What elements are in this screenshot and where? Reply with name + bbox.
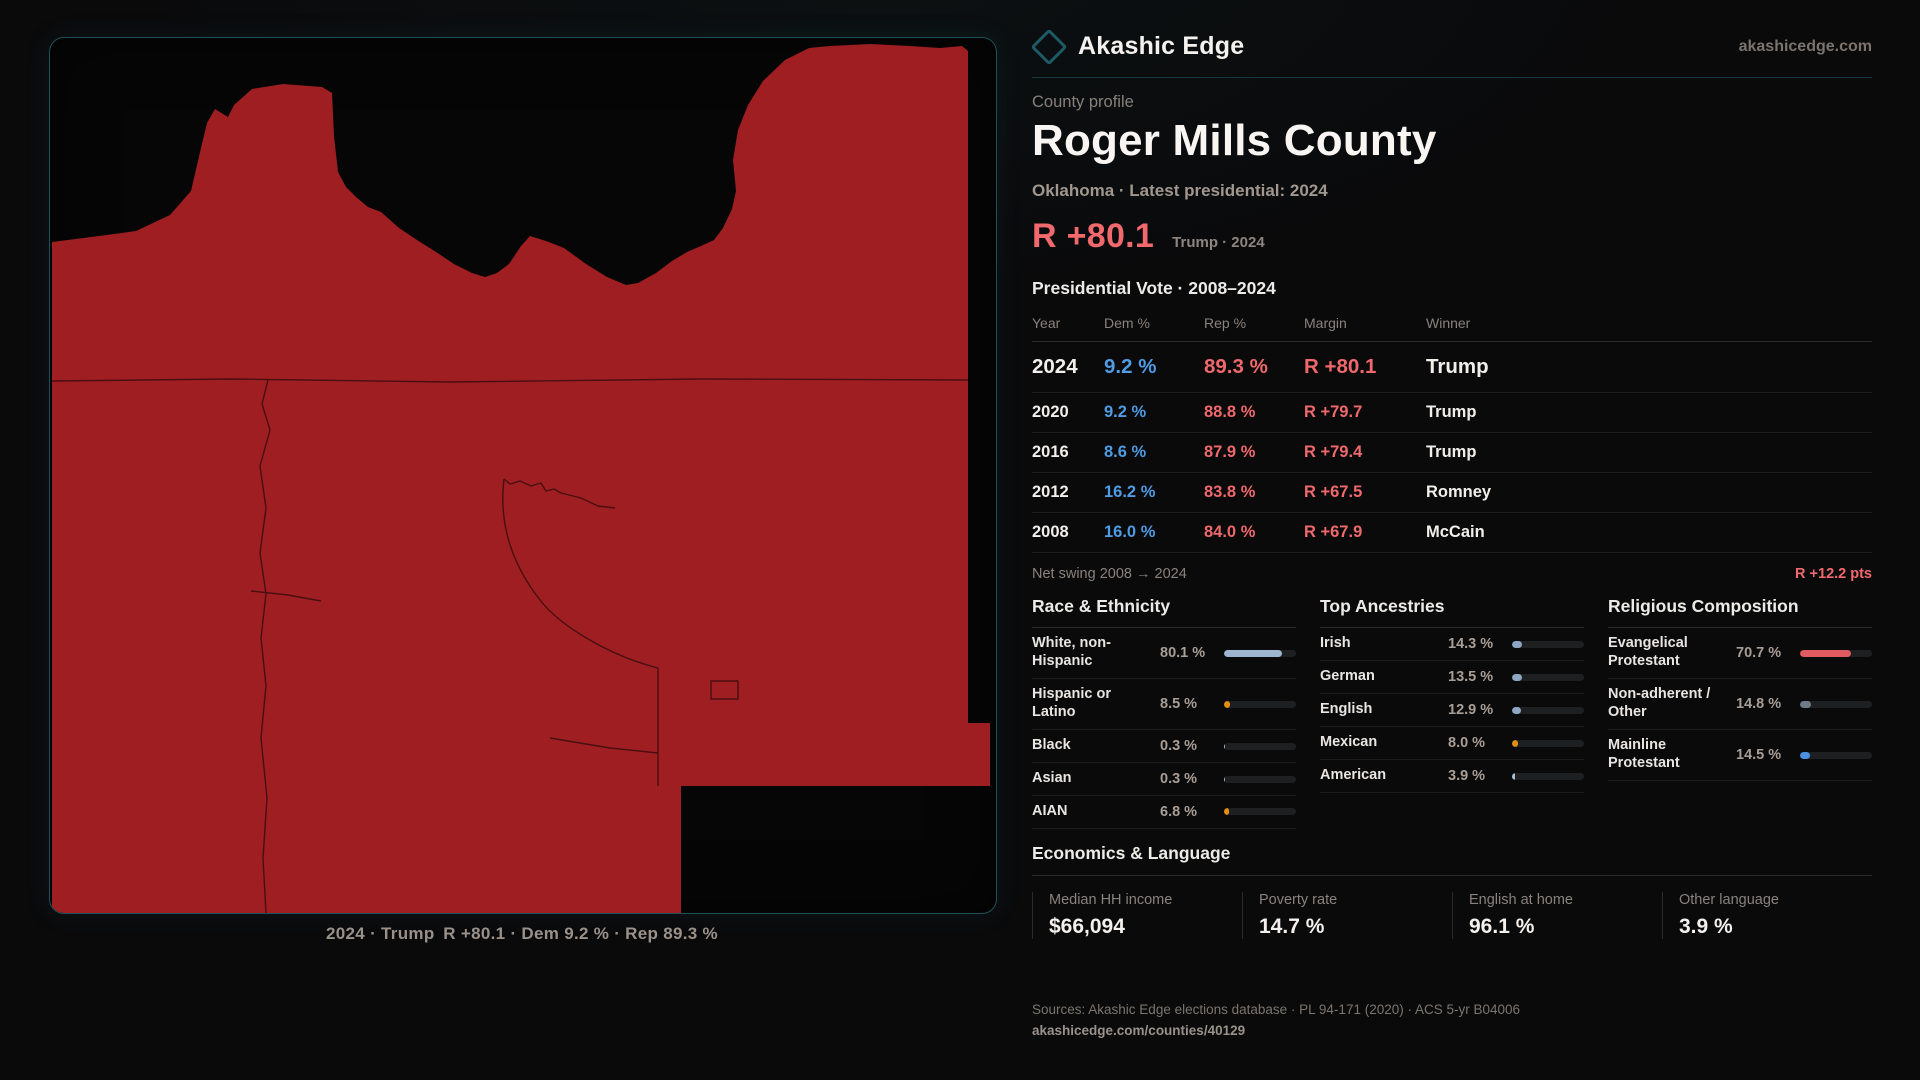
- margin-note: Trump · 2024: [1172, 234, 1265, 252]
- demo-bar: [1224, 808, 1296, 816]
- table-row: 2012 16.2 % 83.8 % R +67.5 Romney: [1032, 473, 1872, 514]
- demo-bar: [1512, 673, 1584, 681]
- stat-median-hh-income: Median HH income $66,094: [1032, 891, 1242, 939]
- table-row: 2024 9.2 % 89.3 % R +80.1 Trump: [1032, 342, 1872, 394]
- margin-value: R +80.1: [1032, 217, 1155, 256]
- table-row: 2008 16.0 % 84.0 % R +67.9 McCain: [1032, 513, 1872, 554]
- demo-row: White, non-Hispanic 80.1 %: [1032, 628, 1296, 680]
- county-subtitle: Oklahoma · Latest presidential: 2024: [1032, 181, 1328, 201]
- footer: Sources: Akashic Edge elections database…: [1032, 1002, 1872, 1038]
- col-rep: Rep %: [1204, 315, 1247, 332]
- stat-english-at-home: English at home 96.1 %: [1452, 891, 1662, 939]
- county-map-svg: [51, 44, 990, 913]
- demographics: Race & Ethnicity White, non-Hispanic 80.…: [1032, 596, 1872, 829]
- demo-bar: [1224, 700, 1296, 708]
- demo-bar: [1800, 649, 1872, 657]
- demo-row: Evangelical Protestant 70.7 %: [1608, 628, 1872, 680]
- demo-row: Non-adherent / Other 14.8 %: [1608, 679, 1872, 731]
- vote-table: Year Dem % Rep % Margin Winner 2024 9.2 …: [1032, 309, 1872, 554]
- section-title: Race & Ethnicity: [1032, 596, 1296, 629]
- col-margin: Margin: [1304, 315, 1347, 332]
- vote-table-title: Presidential Vote · 2008–2024: [1032, 278, 1276, 299]
- table-row: 2020 9.2 % 88.8 % R +79.7 Trump: [1032, 393, 1872, 434]
- section-race-ethnicity: Race & Ethnicity White, non-Hispanic 80.…: [1032, 596, 1296, 829]
- demo-bar: [1224, 742, 1296, 750]
- demo-bar: [1512, 706, 1584, 714]
- header: Akashic Edge akashicedge.com: [1030, 0, 1872, 78]
- demo-bar: [1800, 751, 1872, 759]
- site-domain-link[interactable]: akashicedge.com: [1738, 37, 1872, 55]
- demo-row: Black 0.3 %: [1032, 730, 1296, 764]
- profile-panel: Akashic Edge akashicedge.com County prof…: [1030, 0, 1872, 939]
- demo-row: Asian 0.3 %: [1032, 763, 1296, 796]
- economics-stats: Median HH income $66,094 Poverty rate 14…: [1032, 891, 1872, 939]
- table-row: 2016 8.6 % 87.9 % R +79.4 Trump: [1032, 433, 1872, 474]
- brand-name: Akashic Edge: [1078, 32, 1245, 60]
- margin-headline: R +80.1 Trump · 2024: [1032, 217, 1872, 256]
- demo-bar: [1512, 772, 1584, 780]
- economics-title: Economics & Language: [1032, 843, 1872, 876]
- net-swing-value: R +12.2 pts: [1795, 566, 1872, 583]
- section-title: Top Ancestries: [1320, 596, 1584, 629]
- demo-bar: [1800, 700, 1872, 708]
- section-title: Religious Composition: [1608, 596, 1872, 629]
- demo-row: AIAN 6.8 %: [1032, 796, 1296, 829]
- demo-bar: [1224, 649, 1296, 657]
- kicker: County profile: [1032, 93, 1134, 111]
- demo-row: American 3.9 %: [1320, 760, 1584, 794]
- vote-table-header: Year Dem % Rep % Margin Winner: [1032, 309, 1872, 343]
- col-year: Year: [1032, 315, 1061, 332]
- permalink-link[interactable]: akashicedge.com/counties/40129: [1032, 1023, 1246, 1038]
- economics-section: Economics & Language Median HH income $6…: [1032, 843, 1872, 939]
- map-caption: 2024 · Trump R +80.1 · Dem 9.2 % · Rep 8…: [326, 924, 718, 943]
- col-dem: Dem %: [1104, 315, 1150, 332]
- demo-bar: [1512, 640, 1584, 648]
- county-shape: [52, 44, 990, 913]
- sources-line: Sources: Akashic Edge elections database…: [1032, 1002, 1521, 1017]
- precinct-boundaries: [51, 378, 969, 913]
- section-top-ancestries: Top Ancestries Irish 14.3 % German 13.5 …: [1320, 596, 1584, 829]
- net-swing-label: Net swing 2008 → 2024: [1032, 566, 1187, 583]
- demo-row: German 13.5 %: [1320, 661, 1584, 695]
- demo-bar: [1512, 739, 1584, 747]
- stat-poverty-rate: Poverty rate 14.7 %: [1242, 891, 1452, 939]
- stat-other-language: Other language 3.9 %: [1662, 891, 1872, 939]
- demo-row: Mexican 8.0 %: [1320, 727, 1584, 761]
- county-map-panel: [49, 37, 997, 914]
- county-title: Roger Mills County: [1032, 116, 1437, 165]
- net-swing-row: Net swing 2008 → 2024 R +12.2 pts: [1032, 553, 1872, 582]
- demo-row: Hispanic or Latino 8.5 %: [1032, 679, 1296, 731]
- col-winner: Winner: [1426, 315, 1471, 332]
- demo-row: Mainline Protestant 14.5 %: [1608, 730, 1872, 781]
- demo-row: Irish 14.3 %: [1320, 628, 1584, 662]
- diamond-icon: [1030, 28, 1068, 65]
- section-religious-composition: Religious Composition Evangelical Protes…: [1608, 596, 1872, 829]
- demo-bar: [1224, 775, 1296, 783]
- demo-row: English 12.9 %: [1320, 694, 1584, 728]
